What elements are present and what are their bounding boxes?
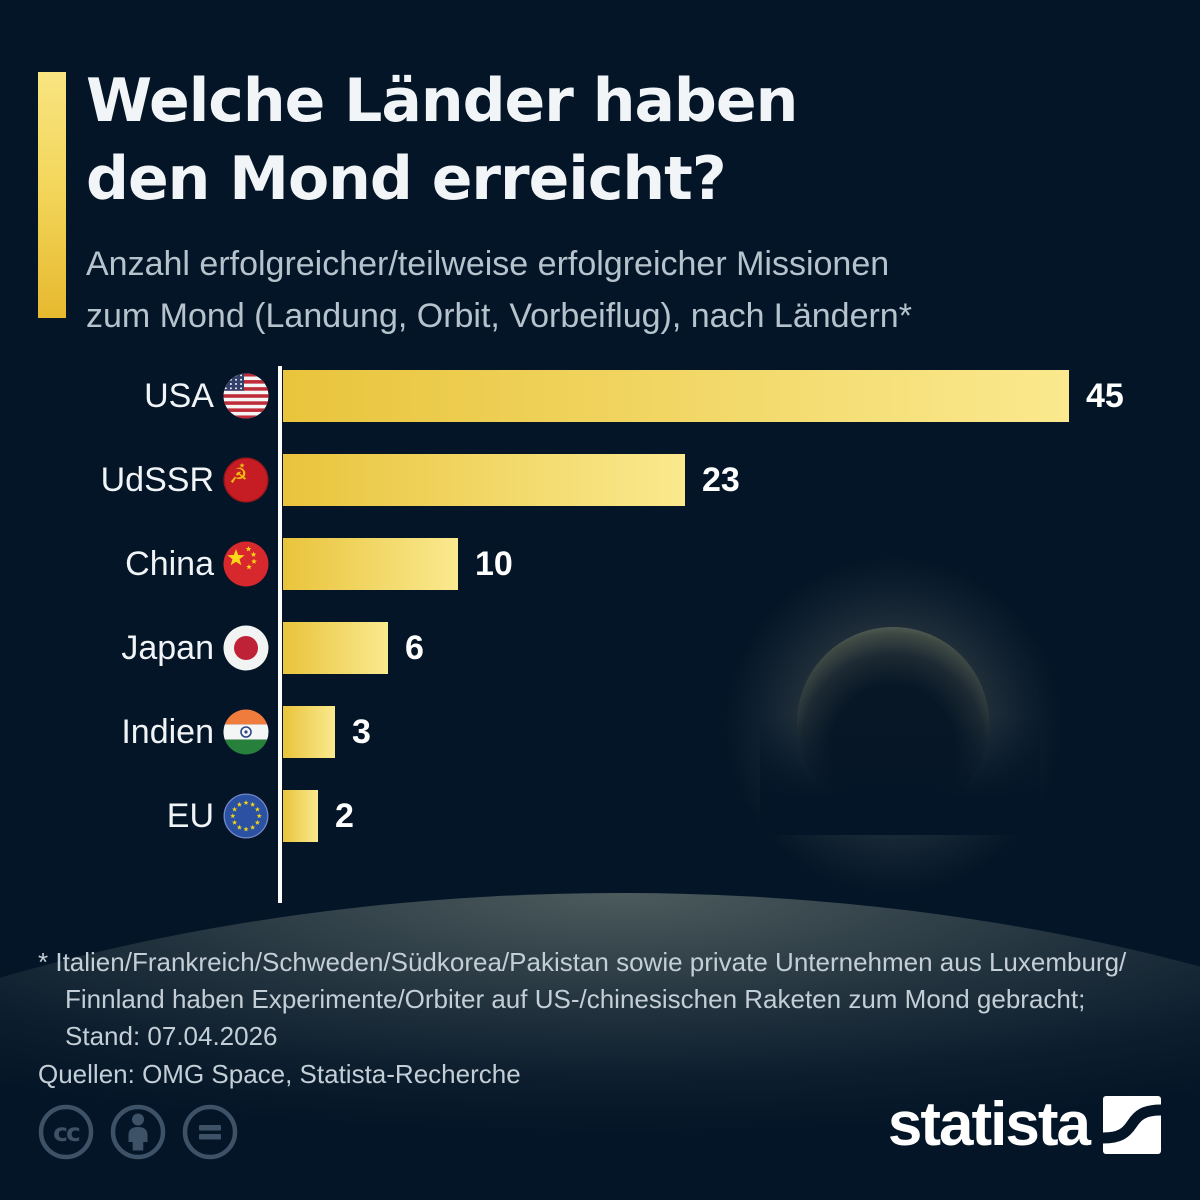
value-label-indien: 3 <box>352 713 371 751</box>
footnote-line2: Finnland haben Experimente/Orbiter auf U… <box>65 984 1086 1014</box>
footnote: * Italien/Frankreich/Schweden/Südkorea/P… <box>38 944 1126 1055</box>
bar-japan <box>283 622 388 674</box>
creative-commons-icon: cc <box>38 1104 94 1160</box>
page-subtitle-line2: zum Mond (Landung, Orbit, Vorbeiflug), n… <box>86 297 912 335</box>
category-label-usa: USA <box>144 377 214 415</box>
page-subtitle: Anzahl erfolgreicher/teilweise erfolgrei… <box>86 238 912 342</box>
china-flag-icon <box>223 541 269 587</box>
category-label-eu: EU <box>166 797 214 835</box>
chart-axis-line <box>278 366 282 903</box>
bar-china <box>283 538 458 590</box>
statista-logo-text: statista <box>887 1090 1091 1159</box>
lunar-horizon-arc <box>0 893 1200 1200</box>
value-label-eu: 2 <box>335 797 354 835</box>
page-subtitle-line1: Anzahl erfolgreicher/teilweise erfolgrei… <box>86 245 890 283</box>
sources-line: Quellen: OMG Space, Statista-Recherche <box>38 1059 521 1089</box>
value-label-china: 10 <box>475 545 513 583</box>
bar-eu <box>283 790 318 842</box>
page-title-line2: den Mond erreicht? <box>86 144 727 214</box>
footnote-line1: * Italien/Frankreich/Schweden/Südkorea/P… <box>38 947 1127 977</box>
category-label-china: China <box>125 545 214 583</box>
page-title-line1: Welche Länder haben <box>86 66 798 136</box>
value-label-usa: 45 <box>1086 377 1124 415</box>
eu-flag-icon <box>223 793 269 839</box>
india-flag-icon <box>223 709 269 755</box>
japan-flag-icon <box>223 625 269 671</box>
bar-usa <box>283 370 1069 422</box>
usa-flag-icon <box>223 373 269 419</box>
ussr-flag-icon: ☭ <box>223 457 269 503</box>
statista-swoosh-icon <box>1103 1096 1161 1154</box>
license-icons: cc <box>38 1104 238 1160</box>
svg-text:cc: cc <box>53 1118 80 1147</box>
category-label-indien: Indien <box>121 713 214 751</box>
moon-horizon-fade <box>760 715 1040 835</box>
title-accent-bar <box>38 72 66 318</box>
bar-udssr <box>283 454 685 506</box>
svg-text:☭: ☭ <box>229 464 248 488</box>
bar-indien <box>283 706 335 758</box>
value-label-udssr: 23 <box>702 461 740 499</box>
attribution-person-icon <box>110 1104 166 1160</box>
page-title: Welche Länder haben den Mond erreicht? <box>86 62 798 218</box>
category-label-japan: Japan <box>121 629 214 667</box>
statista-logo: statista <box>887 1090 1161 1159</box>
category-label-udssr: UdSSR <box>100 461 214 499</box>
no-derivatives-icon <box>182 1104 238 1160</box>
footnote-line3: Stand: 07.04.2026 <box>65 1021 278 1051</box>
value-label-japan: 6 <box>405 629 424 667</box>
